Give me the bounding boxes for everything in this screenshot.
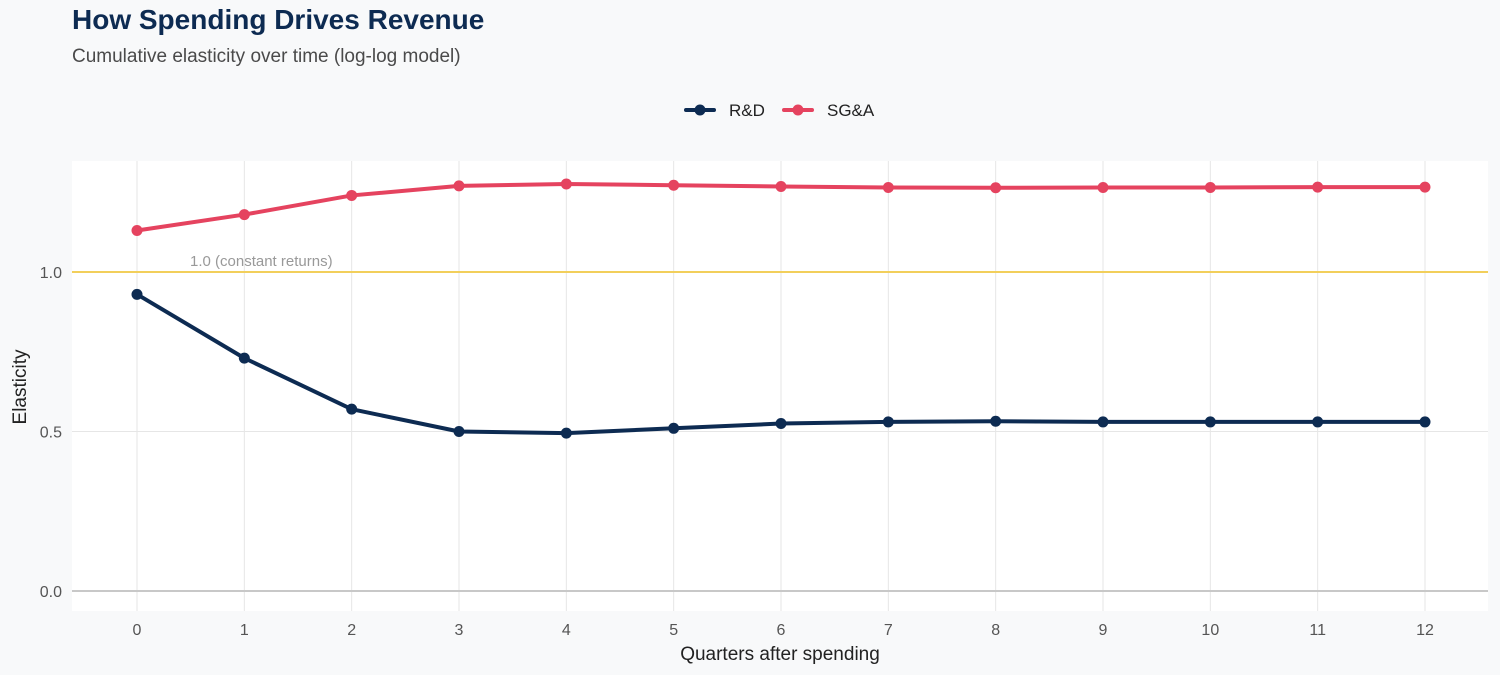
data-point bbox=[453, 426, 465, 437]
y-tick-label: 1.0 bbox=[40, 265, 62, 282]
data-point bbox=[1204, 416, 1216, 428]
data-point bbox=[1097, 416, 1109, 428]
data-point bbox=[1312, 416, 1324, 428]
legend-item: SG&A bbox=[782, 101, 875, 120]
legend-swatch-point bbox=[694, 104, 706, 116]
x-tick-label: 8 bbox=[991, 622, 1000, 639]
y-axis-title: Elasticity bbox=[10, 349, 31, 424]
chart-title: How Spending Drives Revenue bbox=[72, 4, 485, 35]
legend-label: R&D bbox=[729, 101, 765, 120]
data-point bbox=[238, 209, 250, 221]
chart-subtitle: Cumulative elasticity over time (log-log… bbox=[72, 46, 461, 67]
x-tick-label: 4 bbox=[562, 622, 571, 639]
data-point bbox=[1312, 181, 1324, 193]
data-point bbox=[453, 180, 465, 192]
x-tick-label: 2 bbox=[347, 622, 356, 639]
reference-line-group: 1.0 (constant returns) bbox=[72, 253, 1488, 273]
legend-item: R&D bbox=[684, 101, 765, 120]
x-axis-ticks: 0 1 2 3 4 5 6 7 8 9 10 11 12 bbox=[133, 622, 1434, 639]
data-point bbox=[131, 288, 143, 300]
x-tick-label: 7 bbox=[884, 622, 893, 639]
legend-swatch-point bbox=[792, 104, 804, 116]
data-point bbox=[560, 178, 572, 190]
data-point bbox=[990, 415, 1002, 427]
x-tick-label: 1 bbox=[240, 622, 249, 639]
x-tick-label: 11 bbox=[1309, 622, 1326, 639]
data-point bbox=[668, 422, 680, 434]
y-axis-ticks: 0.0 0.5 1.0 bbox=[40, 265, 62, 601]
data-point bbox=[775, 418, 787, 430]
data-point bbox=[1419, 416, 1431, 428]
x-tick-label: 9 bbox=[1099, 622, 1108, 639]
data-point bbox=[238, 352, 250, 364]
data-point bbox=[1419, 181, 1431, 193]
data-point bbox=[882, 416, 894, 428]
y-tick-label: 0.5 bbox=[40, 425, 62, 442]
data-point bbox=[131, 225, 143, 237]
data-point bbox=[1204, 181, 1216, 193]
x-tick-label: 5 bbox=[669, 622, 678, 639]
legend-label: SG&A bbox=[827, 101, 875, 120]
data-point bbox=[346, 403, 358, 415]
x-tick-label: 10 bbox=[1201, 622, 1219, 639]
data-point bbox=[668, 179, 680, 191]
series-rd bbox=[131, 288, 1431, 439]
data-point bbox=[1097, 181, 1109, 193]
x-tick-label: 12 bbox=[1416, 622, 1434, 639]
data-point bbox=[775, 181, 787, 193]
plot-panel bbox=[72, 161, 1488, 611]
data-point bbox=[346, 189, 358, 201]
x-tick-label: 6 bbox=[777, 622, 786, 639]
reference-line-label: 1.0 (constant returns) bbox=[190, 253, 333, 270]
data-point bbox=[882, 181, 894, 193]
legend: R&D SG&A bbox=[684, 101, 875, 120]
series-sga bbox=[131, 178, 1431, 237]
series-lines bbox=[131, 178, 1431, 439]
x-axis-title: Quarters after spending bbox=[680, 644, 880, 665]
x-tick-label: 0 bbox=[133, 622, 142, 639]
x-tick-label: 3 bbox=[455, 622, 464, 639]
data-point bbox=[560, 427, 572, 439]
data-point bbox=[990, 182, 1002, 194]
y-tick-label: 0.0 bbox=[40, 584, 62, 601]
